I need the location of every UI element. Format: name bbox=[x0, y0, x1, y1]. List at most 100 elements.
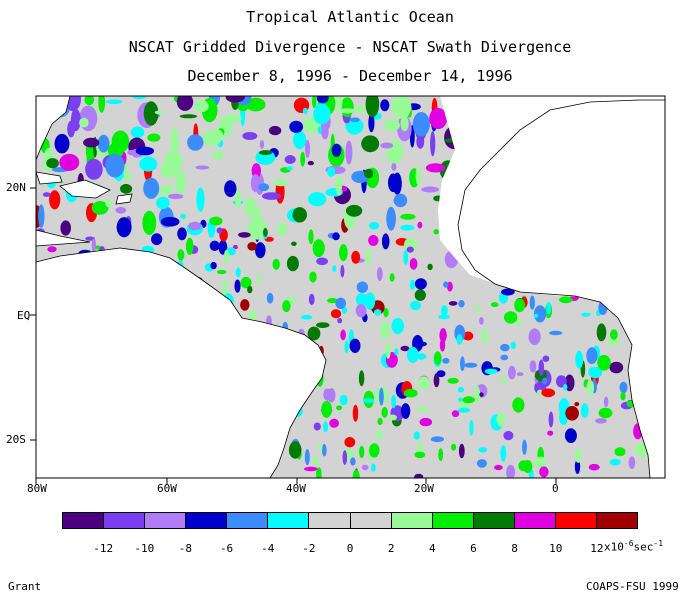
divergence-blob bbox=[384, 119, 400, 132]
divergence-blob bbox=[235, 267, 241, 278]
divergence-blob bbox=[313, 103, 331, 125]
divergence-blob bbox=[388, 414, 397, 421]
divergence-blob bbox=[247, 242, 257, 251]
divergence-blob bbox=[332, 232, 340, 241]
divergence-blob bbox=[316, 96, 329, 104]
divergence-blob bbox=[371, 463, 376, 472]
divergence-blob bbox=[352, 469, 360, 478]
divergence-blob bbox=[400, 213, 416, 220]
divergence-blob bbox=[143, 177, 160, 199]
divergence-blob bbox=[168, 193, 184, 200]
divergence-blob bbox=[533, 456, 547, 469]
divergence-blob bbox=[329, 418, 339, 428]
divergence-blob bbox=[522, 460, 533, 473]
divergence-blob bbox=[364, 292, 376, 310]
axis-ticks bbox=[30, 187, 557, 484]
divergence-blob bbox=[273, 179, 288, 187]
divergence-blob bbox=[400, 116, 409, 132]
divergence-blob bbox=[254, 242, 266, 259]
map-frame bbox=[35, 95, 666, 479]
colorbar-swatch-7 bbox=[350, 513, 392, 528]
divergence-blob bbox=[409, 258, 418, 270]
divergence-blob bbox=[391, 317, 405, 335]
divergence-blob bbox=[381, 233, 390, 250]
divergence-blob bbox=[603, 396, 609, 408]
divergence-blob bbox=[352, 404, 359, 422]
divergence-blob bbox=[400, 403, 411, 419]
colorbar-label: 8 bbox=[511, 542, 518, 555]
colorbar-label: 2 bbox=[387, 542, 395, 555]
divergence-blob bbox=[474, 306, 481, 312]
units-suffix: sec bbox=[633, 540, 654, 554]
divergence-blob bbox=[322, 443, 327, 457]
divergence-blob bbox=[496, 412, 506, 427]
divergence-blob bbox=[95, 245, 101, 250]
divergence-blob bbox=[216, 269, 227, 275]
colorbar-swatch-4 bbox=[227, 513, 269, 528]
divergence-blob bbox=[105, 153, 125, 178]
divergence-blob bbox=[479, 392, 484, 397]
divergence-blob bbox=[282, 300, 291, 313]
divergence-blob bbox=[361, 464, 369, 471]
divergence-blob bbox=[250, 174, 261, 193]
divergence-blob bbox=[588, 463, 600, 471]
divergence-blob bbox=[409, 279, 416, 290]
divergence-blob bbox=[316, 467, 322, 478]
divergence-blob bbox=[338, 108, 356, 114]
divergence-blob bbox=[47, 246, 57, 253]
divergence-blob bbox=[316, 322, 330, 328]
divergence-blob bbox=[224, 180, 237, 198]
divergence-blob bbox=[542, 355, 550, 362]
africa-landmass bbox=[457, 99, 665, 478]
divergence-blob bbox=[361, 135, 380, 153]
divergence-blob bbox=[443, 281, 449, 288]
divergence-blob bbox=[575, 350, 584, 369]
divergence-blob bbox=[379, 387, 384, 406]
divergence-blob bbox=[331, 143, 342, 157]
colorbar-swatch-9 bbox=[432, 513, 474, 528]
divergence-blob bbox=[506, 464, 516, 478]
divergence-blob bbox=[393, 193, 408, 208]
central-america-coast bbox=[36, 229, 91, 247]
lon-label-20w: 20W bbox=[414, 482, 434, 495]
divergence-blob bbox=[500, 376, 507, 383]
divergence-blob bbox=[327, 297, 338, 304]
divergence-blob bbox=[516, 318, 522, 327]
divergence-blob bbox=[500, 354, 509, 361]
divergence-blob bbox=[500, 445, 507, 462]
divergence-blob bbox=[318, 443, 323, 453]
divergence-blob bbox=[458, 443, 465, 459]
divergence-blob bbox=[307, 326, 321, 341]
divergence-blob bbox=[339, 244, 348, 262]
divergence-blob bbox=[340, 329, 346, 341]
divergence-blob bbox=[337, 318, 343, 324]
divergence-blob bbox=[444, 138, 455, 143]
divergence-blob bbox=[132, 96, 147, 100]
divergence-blob bbox=[504, 311, 518, 324]
divergence-blob bbox=[143, 101, 159, 126]
divergence-blob bbox=[345, 204, 363, 217]
divergence-blob bbox=[350, 117, 360, 123]
divergence-blob bbox=[308, 192, 327, 207]
divergence-blob bbox=[588, 366, 603, 379]
divergence-blob bbox=[38, 204, 45, 228]
divergence-blob bbox=[542, 377, 548, 385]
divergence-blob bbox=[386, 206, 396, 231]
divergence-blob bbox=[135, 146, 155, 156]
divergence-blob bbox=[209, 240, 220, 251]
divergence-blob bbox=[628, 456, 636, 470]
divergence-blob bbox=[293, 130, 307, 150]
divergence-blob bbox=[164, 150, 183, 172]
units-suffix-exponent: -1 bbox=[653, 539, 664, 548]
divergence-blob bbox=[533, 305, 547, 323]
divergence-blob bbox=[457, 407, 471, 413]
title-line-2: NSCAT Gridded Divergence - NSCAT Swath D… bbox=[128, 38, 572, 56]
divergence-blob bbox=[388, 173, 399, 193]
divergence-blob bbox=[300, 151, 306, 167]
divergence-blob bbox=[312, 456, 319, 466]
divergence-blob bbox=[162, 184, 173, 196]
divergence-blob bbox=[436, 370, 446, 378]
divergence-blob bbox=[115, 207, 127, 214]
divergence-blob bbox=[427, 263, 433, 271]
divergence-blob bbox=[130, 126, 145, 138]
